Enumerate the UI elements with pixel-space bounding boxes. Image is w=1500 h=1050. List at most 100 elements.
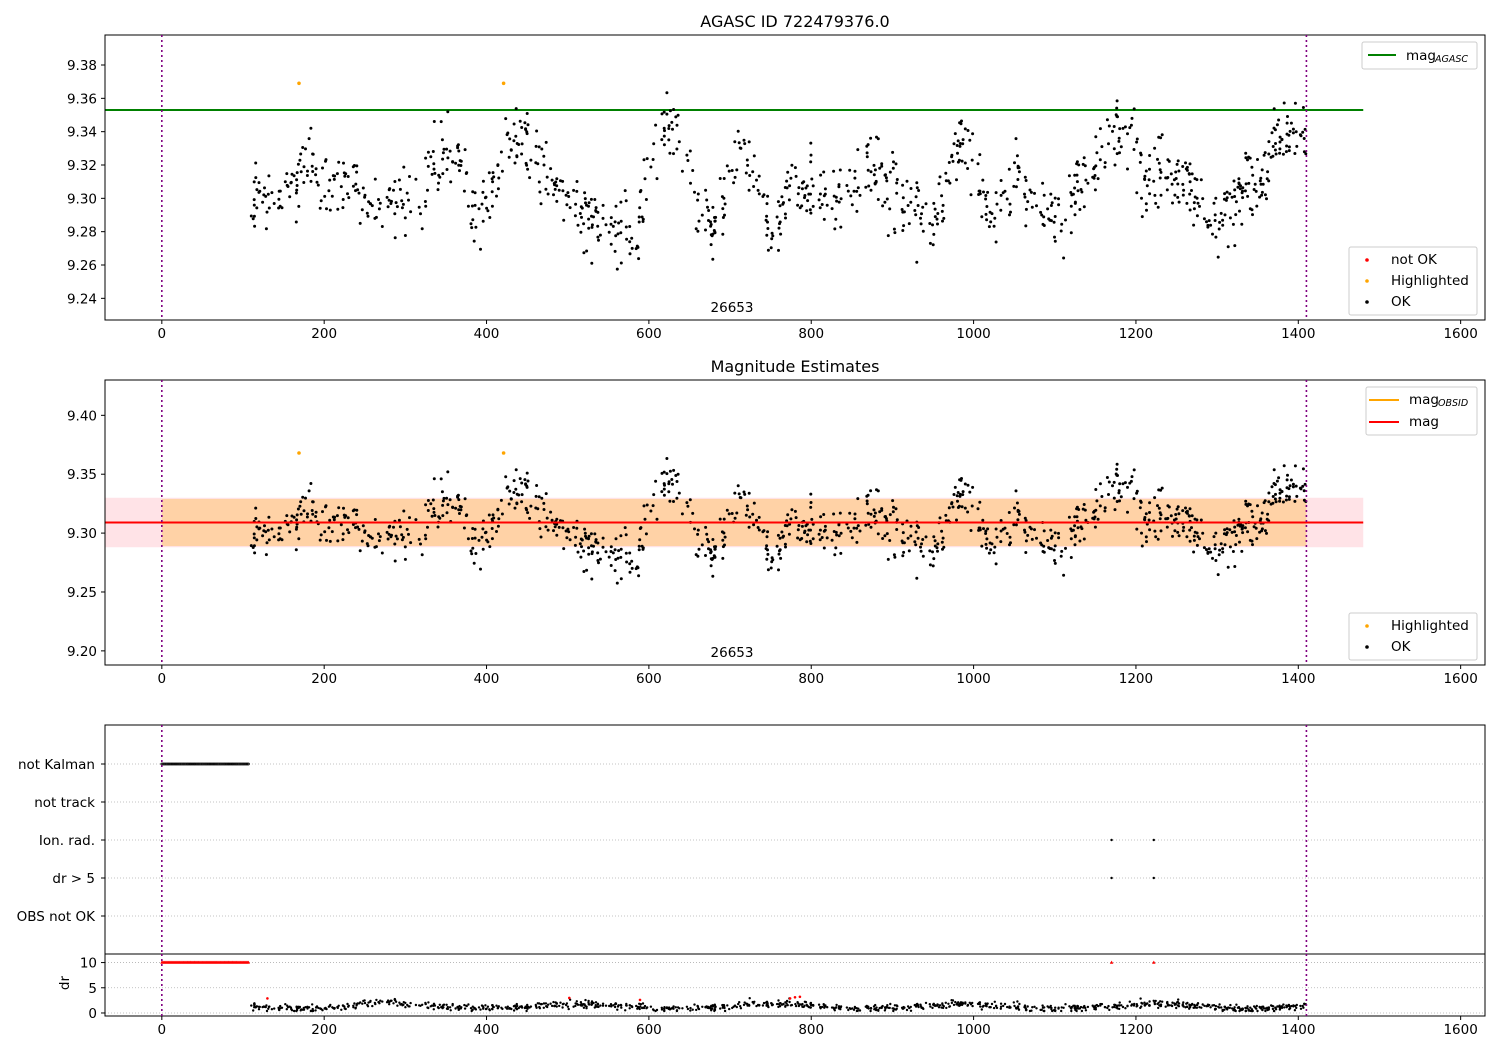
ok-point: [585, 536, 588, 540]
ok-point: [1274, 152, 1278, 156]
ok-point: [1250, 165, 1254, 169]
ok-point: [1228, 216, 1232, 220]
ok-point: [505, 486, 509, 490]
dr-point: [999, 1002, 1003, 1005]
ok-point: [1153, 146, 1157, 150]
ok-point: [1192, 534, 1196, 538]
ok-point: [1233, 530, 1237, 534]
ok-point: [928, 241, 932, 245]
ok-point: [499, 150, 503, 154]
ok-point: [1130, 116, 1134, 120]
ok-point: [454, 161, 458, 165]
ok-point: [639, 189, 643, 192]
ok-point: [449, 180, 453, 184]
dr-point: [1093, 1007, 1096, 1011]
dr-point: [819, 1006, 822, 1009]
ok-point: [864, 523, 868, 527]
ok-point: [1160, 486, 1164, 490]
ok-point: [601, 203, 605, 207]
ok-point: [652, 493, 656, 497]
ok-point: [1284, 150, 1288, 154]
ok-point: [1172, 518, 1176, 522]
dr-point: [1278, 1004, 1281, 1007]
ok-point: [667, 127, 671, 130]
dr-point: [1294, 1004, 1297, 1008]
ion-rad-point: [1152, 838, 1156, 842]
ok-point: [730, 512, 734, 515]
ok-point: [1115, 500, 1119, 503]
ok-point: [864, 185, 868, 189]
ok-point: [880, 164, 884, 168]
ok-point: [339, 523, 343, 527]
ok-point: [978, 153, 982, 157]
ok-point: [257, 190, 261, 194]
ok-point: [609, 242, 613, 246]
ok-point: [1293, 101, 1297, 105]
dr-point: [1266, 1008, 1269, 1012]
ok-point: [1278, 151, 1282, 155]
ok-point: [691, 511, 695, 515]
ok-point: [1024, 207, 1028, 211]
ok-point: [707, 547, 710, 551]
ok-point: [640, 215, 644, 219]
ok-point: [941, 219, 944, 223]
ok-point: [914, 530, 918, 534]
ok-point: [462, 189, 466, 193]
ok-point: [920, 212, 923, 216]
ok-point: [1243, 189, 1247, 193]
ok-point: [986, 527, 990, 531]
dr-point: [1209, 1006, 1212, 1009]
ok-point: [766, 548, 769, 552]
dr-point: [594, 1001, 598, 1004]
ok-point: [477, 538, 481, 542]
dr-point: [639, 1005, 642, 1008]
ok-point: [671, 482, 674, 486]
ok-point: [1295, 144, 1299, 148]
ok-point: [1176, 505, 1180, 509]
ok-point: [1014, 137, 1018, 141]
ok-point: [1182, 525, 1186, 529]
ok-point: [341, 198, 345, 201]
dr-point: [488, 1008, 491, 1011]
dr-point: [295, 1006, 298, 1009]
ok-point: [1049, 547, 1053, 551]
ok-point: [747, 491, 751, 495]
ok-point: [1064, 218, 1067, 222]
ok-point: [655, 517, 659, 521]
ok-point: [561, 526, 565, 530]
ok-point: [895, 518, 899, 522]
ok-point: [490, 517, 494, 521]
ok-point: [445, 511, 449, 515]
ok-point: [363, 530, 367, 534]
ok-point: [1015, 501, 1019, 505]
dr-point: [999, 1005, 1003, 1008]
ok-point: [1132, 497, 1136, 501]
dr-point: [1195, 1004, 1199, 1007]
ok-point: [347, 196, 351, 200]
dr-point: [347, 1005, 350, 1008]
ok-point: [393, 212, 397, 216]
dr-point: [432, 1008, 435, 1011]
ok-point: [1035, 204, 1038, 208]
ok-point: [1174, 513, 1178, 516]
ok-point: [999, 193, 1003, 197]
ok-point: [1202, 217, 1206, 221]
dr-point: [628, 1007, 631, 1010]
ok-point: [441, 172, 445, 176]
ok-point: [576, 223, 580, 227]
ok-point: [916, 536, 920, 540]
dr-point: [580, 1002, 583, 1006]
ok-point: [270, 191, 274, 195]
dr-point: [1290, 1004, 1293, 1008]
dr-point: [1228, 1006, 1232, 1010]
ok-point: [289, 180, 293, 184]
ok-point: [1023, 192, 1026, 196]
dr-point: [306, 1005, 309, 1008]
dr-point: [851, 1007, 854, 1010]
ok-point: [1060, 549, 1064, 553]
ok-point: [704, 525, 708, 529]
ok-point: [538, 190, 542, 194]
ok-point: [514, 107, 518, 111]
ok-point: [526, 479, 530, 483]
middle-panel: Magnitude Estimates 0 200 400 600 800 1000 120…: [67, 357, 1486, 687]
